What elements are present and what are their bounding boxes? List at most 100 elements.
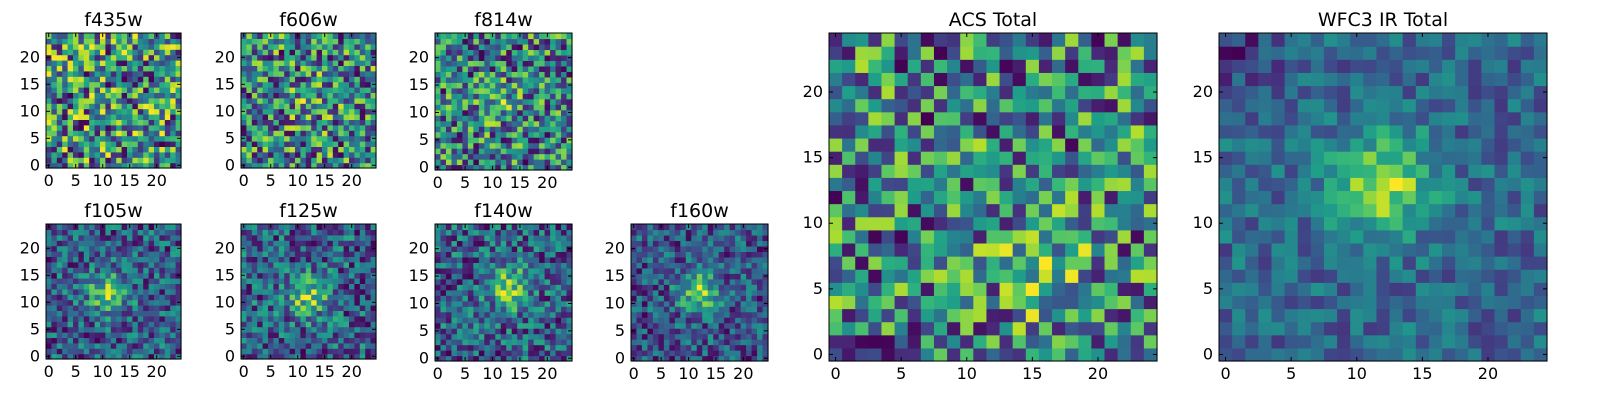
heatmap-cell [501, 279, 507, 285]
heatmap-cell [273, 251, 279, 257]
heatmap-cell [647, 306, 653, 312]
heatmap-cell [881, 256, 895, 270]
heatmap-cell [95, 87, 101, 93]
heatmap-cell [62, 98, 68, 104]
heatmap-cell [561, 284, 567, 290]
heatmap-cell [122, 119, 128, 125]
heatmap-cell [484, 229, 490, 235]
heatmap-cell [512, 104, 518, 110]
heatmap-cell [746, 257, 752, 263]
heatmap-cell [51, 44, 57, 50]
heatmap-cell [523, 334, 529, 340]
heatmap-cell [495, 345, 501, 351]
heatmap-cell [257, 305, 263, 311]
heatmap-cell [257, 33, 263, 39]
heatmap-cell [895, 164, 909, 178]
heatmap-cell [1091, 322, 1105, 336]
heatmap-cell [241, 294, 247, 300]
heatmap-cell [365, 251, 371, 257]
heatmap-cell [752, 334, 758, 340]
heatmap-cell [84, 327, 90, 333]
heatmap-cell [246, 87, 252, 93]
heatmap-cell [122, 224, 128, 230]
heatmap-cell [46, 49, 52, 55]
heatmap-cell [132, 256, 138, 262]
heatmap-cell [686, 257, 692, 263]
heatmap-cell [523, 82, 529, 88]
heatmap-cell [550, 262, 556, 268]
heatmap-cell [440, 143, 446, 149]
heatmap-cell [263, 87, 269, 93]
heatmap-cell [479, 55, 485, 61]
heatmap-cell [473, 154, 479, 160]
heatmap-cell [451, 137, 457, 143]
heatmap-cell [545, 44, 551, 50]
heatmap-cell [241, 114, 247, 120]
heatmap-cell [333, 146, 339, 152]
heatmap-cell [895, 309, 909, 323]
heatmap-cell [338, 87, 344, 93]
heatmap-cell [680, 229, 686, 235]
heatmap-cell [127, 273, 133, 279]
heatmap-cell [556, 317, 562, 323]
heatmap-cell [295, 146, 301, 152]
heatmap-cell [268, 267, 274, 273]
heatmap-cell [719, 224, 725, 230]
heatmap-cell [550, 317, 556, 323]
heatmap-cell [333, 343, 339, 349]
heatmap-cell [170, 224, 176, 230]
heatmap-cell [333, 300, 339, 306]
heatmap-cell [561, 44, 567, 50]
heatmap-cell [257, 256, 263, 262]
heatmap-cell [51, 240, 57, 246]
heatmap-cell [170, 240, 176, 246]
heatmap-cell [154, 38, 160, 44]
heatmap-cell [354, 305, 360, 311]
heatmap-cell [741, 317, 747, 323]
heatmap-cell [170, 267, 176, 273]
heatmap-cell [457, 284, 463, 290]
heatmap-cell [62, 76, 68, 82]
heatmap-cell [479, 323, 485, 329]
heatmap-cell [159, 114, 165, 120]
heatmap-cell [149, 60, 155, 66]
heatmap-cell [545, 246, 551, 252]
heatmap-cell [170, 141, 176, 147]
heatmap-cell [1039, 322, 1053, 336]
heatmap-cell [451, 323, 457, 329]
heatmap-cell [268, 321, 274, 327]
heatmap-cell [669, 301, 675, 307]
heatmap-cell [170, 71, 176, 77]
heatmap-cell [149, 87, 155, 93]
heatmap-cell [462, 115, 468, 121]
heatmap-cell [257, 310, 263, 316]
heatmap-cell [484, 66, 490, 72]
heatmap-cell [306, 55, 312, 61]
heatmap-cell [490, 49, 496, 55]
heatmap-cell [462, 295, 468, 301]
heatmap-cell [95, 152, 101, 158]
heatmap-cell [495, 295, 501, 301]
heatmap-cell [528, 44, 534, 50]
heatmap-cell [528, 328, 534, 334]
heatmap-cell [149, 289, 155, 295]
heatmap-cell [490, 279, 496, 285]
heatmap-cell [473, 93, 479, 99]
heatmap-cell [451, 60, 457, 66]
heatmap-cell [360, 38, 366, 44]
heatmap-cell [550, 126, 556, 132]
heatmap-cell [300, 305, 306, 311]
heatmap-cell [512, 345, 518, 351]
heatmap-cell [300, 278, 306, 284]
heatmap-cell [517, 38, 523, 44]
heatmap-cell [451, 159, 457, 165]
heatmap-cell [138, 87, 144, 93]
heatmap-cell [89, 125, 95, 131]
heatmap-cell [159, 332, 165, 338]
heatmap-cell [127, 98, 133, 104]
heatmap-cell [484, 121, 490, 127]
heatmap-cell [534, 257, 540, 263]
panel-title: f814w [474, 9, 533, 31]
heatmap-cell [322, 119, 328, 125]
heatmap-cell [159, 60, 165, 66]
